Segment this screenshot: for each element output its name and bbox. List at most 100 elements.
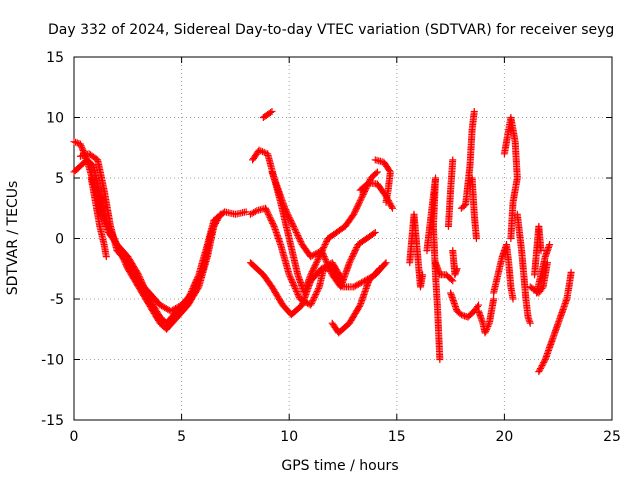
data-point-interp: [482, 326, 490, 334]
data-point-interp: [286, 215, 294, 223]
data-point-interp: [189, 287, 197, 295]
data-point-interp: [194, 275, 202, 283]
data-point-interp: [388, 203, 396, 211]
data-point-interp: [354, 280, 362, 288]
data-point-interp: [313, 249, 321, 257]
data-point: [436, 356, 444, 363]
data-point-interp: [313, 287, 321, 295]
data-point-interp: [251, 208, 259, 216]
data-point-interp: [284, 212, 292, 220]
data-point-interp: [540, 357, 548, 365]
data-point-interp: [175, 303, 183, 311]
data-point: [350, 283, 358, 291]
data-point-interp: [265, 212, 273, 220]
data-point-interp: [482, 327, 490, 335]
y-tick-label: -15: [41, 413, 64, 429]
data-point-interp: [198, 268, 206, 276]
data-point: [317, 247, 325, 255]
y-axis-label: SDTVAR / TECUs: [5, 181, 21, 296]
data-point-interp: [354, 201, 362, 209]
data-point-interp: [282, 206, 290, 214]
data-point-interp: [308, 298, 316, 306]
data-point-interp: [322, 256, 330, 264]
data-point-interp: [310, 295, 318, 303]
data-point: [307, 301, 315, 309]
data-point-interp: [287, 216, 295, 224]
data-point-interp: [320, 253, 328, 261]
data-point-interp: [192, 281, 200, 289]
data-point-interp: [171, 305, 179, 313]
data-point-interp: [324, 261, 332, 269]
data-point-interp: [346, 257, 354, 265]
data-point-interp: [196, 271, 204, 279]
data-point-interp: [322, 262, 330, 270]
data-point-interp: [386, 200, 394, 208]
data-point-interp: [383, 194, 391, 202]
data-point: [457, 311, 465, 319]
y-tick-label: 10: [46, 111, 64, 127]
y-tick-label: 0: [55, 232, 64, 248]
data-point-interp: [269, 221, 277, 229]
data-point-interp: [350, 209, 358, 217]
data-point-interp: [287, 275, 295, 283]
data-point-interp: [538, 362, 546, 370]
data-point-interp: [321, 254, 329, 262]
data-point: [212, 216, 220, 224]
data-point-interp: [360, 189, 368, 197]
data-point-interp: [474, 303, 481, 311]
data-point-interp: [318, 248, 326, 256]
chart-title: Day 332 of 2024, Sidereal Day-to-day VTE…: [48, 22, 614, 38]
data-point-interp: [327, 268, 335, 276]
data-point-interp: [289, 280, 297, 288]
data-point-interp: [283, 209, 291, 217]
y-tick-label: -5: [50, 292, 64, 308]
data-point-interp: [289, 278, 297, 286]
data-point-interp: [192, 280, 200, 288]
data-point-interp: [170, 305, 178, 313]
data-point-interp: [269, 219, 277, 227]
data-point-interp: [351, 247, 359, 255]
data-point-interp: [321, 241, 329, 249]
data-point: [546, 241, 554, 249]
data-point-interp: [196, 272, 204, 280]
data-point-interp: [323, 238, 331, 246]
x-tick-label: 0: [70, 429, 79, 445]
data-point-interp: [310, 293, 318, 301]
data-point-interp: [294, 290, 302, 298]
data-point-interp: [289, 221, 297, 229]
data-point-interp: [286, 272, 294, 280]
data-point: [167, 307, 175, 315]
data-point-interp: [351, 207, 359, 215]
data-point: [449, 277, 457, 285]
data-point-interp: [293, 287, 301, 295]
data-point-interp: [315, 284, 323, 292]
data-point: [290, 222, 298, 230]
x-tick-label: 20: [495, 429, 513, 445]
data-point-interp: [310, 251, 318, 259]
data-point-interp: [381, 260, 389, 268]
data-point-interp: [536, 366, 544, 374]
data-point-interp: [313, 257, 321, 265]
data-point-interp: [312, 260, 320, 268]
data-point-interp: [162, 305, 170, 313]
x-tick-label: 15: [388, 429, 406, 445]
data-point-interp: [353, 281, 361, 289]
data-point-interp: [321, 263, 329, 271]
data-point-interp: [359, 278, 367, 286]
y-tick-label: 15: [46, 50, 64, 66]
data-point-interp: [78, 145, 86, 153]
data-point-interp: [483, 324, 491, 332]
data-point-interp: [284, 210, 292, 218]
x-tick-label: 5: [177, 429, 186, 445]
data-point-interp: [288, 277, 296, 285]
data-point-interp: [292, 227, 300, 235]
data-point: [453, 265, 461, 273]
data-point: [317, 265, 325, 273]
data-point-interp: [295, 233, 303, 241]
data-point-interp: [372, 169, 380, 177]
x-tick-label: 25: [603, 429, 621, 445]
data-point: [475, 301, 483, 309]
data-point: [382, 259, 390, 267]
data-point-interp: [294, 231, 302, 239]
y-tick-label: -10: [41, 353, 64, 369]
